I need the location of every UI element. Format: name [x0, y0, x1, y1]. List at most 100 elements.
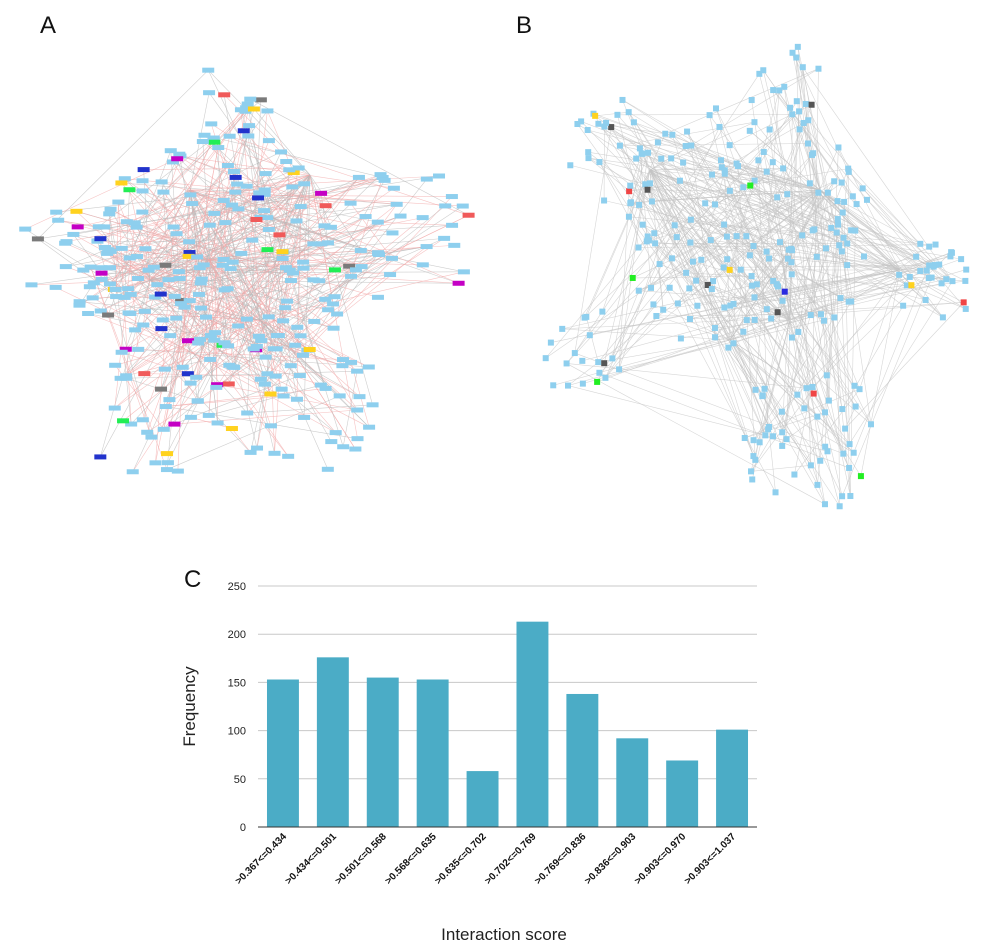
- network-edge: [657, 142, 722, 161]
- network-node: [648, 198, 655, 205]
- network-node: [363, 424, 376, 430]
- network-edge: [182, 189, 191, 368]
- network-node: [599, 308, 606, 315]
- network-edge: [149, 165, 229, 281]
- network-edge: [649, 183, 754, 457]
- network-node: [751, 119, 758, 126]
- network-node: [567, 162, 574, 169]
- network-node: [336, 357, 349, 363]
- network-node: [840, 450, 847, 457]
- network-edge: [853, 270, 928, 453]
- network-node: [241, 410, 254, 416]
- network-node: [783, 436, 790, 443]
- network-edge: [841, 251, 901, 271]
- network-edge: [610, 126, 731, 341]
- network-node: [676, 177, 683, 184]
- network-node: [673, 234, 680, 241]
- network-node: [247, 106, 260, 112]
- network-node: [752, 386, 759, 393]
- network-edge: [143, 169, 151, 281]
- network-node: [828, 224, 835, 231]
- network-node: [345, 359, 358, 365]
- network-edge: [683, 162, 821, 191]
- network-node: [652, 240, 659, 247]
- network-edge: [165, 395, 284, 407]
- network-node: [258, 381, 271, 387]
- network-node: [83, 284, 96, 290]
- network-node: [136, 188, 149, 194]
- network-node: [155, 179, 168, 185]
- network-node: [420, 176, 433, 182]
- network-node: [849, 193, 856, 200]
- network-node: [173, 276, 186, 282]
- network-node: [261, 371, 274, 377]
- network-node: [198, 132, 211, 138]
- network-node: [749, 476, 756, 483]
- histogram-chart: 0 50 100 150 200 250 >0.367<=0.434>0.434<=0.5…: [180, 581, 757, 944]
- network-node: [763, 248, 770, 255]
- network-node: [725, 344, 732, 351]
- network-node: [750, 437, 757, 444]
- network-node: [776, 239, 783, 246]
- network-edge: [689, 288, 791, 321]
- y-tick-label: 0: [240, 822, 246, 834]
- network-node: [751, 177, 758, 184]
- network-node: [821, 501, 828, 508]
- network-edge: [143, 167, 299, 170]
- y-tick-label: 100: [228, 726, 246, 738]
- network-edge: [630, 201, 754, 247]
- network-node: [799, 64, 806, 71]
- network-edge: [638, 272, 687, 291]
- network-edge: [842, 305, 904, 410]
- network-node: [211, 420, 224, 426]
- histogram-bar: [616, 738, 649, 827]
- network-node: [202, 67, 215, 73]
- network-node: [416, 262, 429, 268]
- network-node: [838, 248, 845, 255]
- network-node: [747, 182, 754, 189]
- network-node: [261, 108, 274, 114]
- network-edge: [843, 280, 953, 454]
- network-edge: [566, 363, 826, 505]
- network-node: [772, 489, 779, 496]
- network-node: [644, 186, 651, 193]
- network-edge: [588, 157, 930, 247]
- network-node: [840, 234, 847, 241]
- network-edge: [250, 98, 469, 216]
- network-edge: [665, 68, 819, 135]
- network-node: [109, 286, 122, 292]
- network-edge: [129, 189, 360, 397]
- network-node: [125, 421, 138, 427]
- network-node: [638, 150, 645, 157]
- network-node: [283, 167, 296, 173]
- network-edge: [545, 197, 778, 359]
- network-node: [229, 174, 242, 180]
- network-node: [149, 294, 162, 300]
- network-node: [852, 403, 859, 410]
- network-node: [291, 324, 304, 330]
- network-node: [908, 282, 915, 289]
- network-node: [182, 253, 195, 259]
- network-edge: [686, 272, 907, 286]
- network-edge: [750, 319, 791, 472]
- network-edge: [758, 160, 769, 430]
- network-node: [279, 265, 292, 271]
- network-node: [94, 308, 107, 314]
- network-node: [208, 210, 221, 216]
- network-node: [315, 190, 328, 196]
- network-node: [287, 170, 300, 176]
- network-node: [208, 337, 221, 343]
- network-edge: [289, 246, 427, 271]
- network-edge: [166, 174, 311, 454]
- network-node: [319, 385, 332, 391]
- network-node: [863, 196, 870, 203]
- network-node: [84, 264, 97, 270]
- network-node: [807, 462, 814, 469]
- network-edge: [142, 279, 151, 326]
- network-node: [779, 442, 786, 449]
- network-node: [258, 191, 271, 197]
- network-edge: [589, 269, 901, 336]
- network-node: [261, 215, 274, 221]
- network-node: [95, 276, 108, 282]
- network-edge: [726, 259, 843, 497]
